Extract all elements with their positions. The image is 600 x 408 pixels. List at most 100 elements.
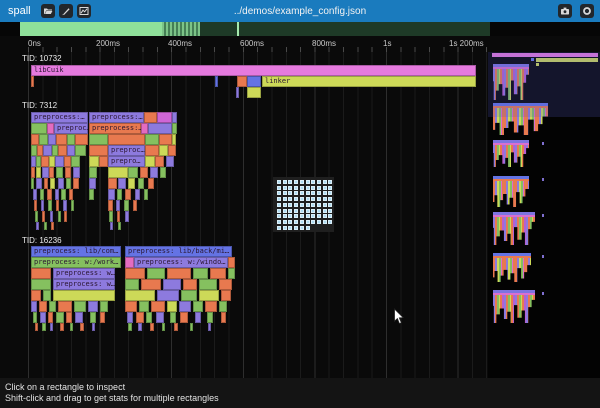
flame-rect[interactable] [219, 301, 227, 312]
flame-rect[interactable]: preprocess:… [89, 112, 144, 123]
minimap-strip-segment[interactable] [200, 22, 490, 36]
flame-rect[interactable] [64, 156, 71, 167]
flame-rect[interactable] [41, 200, 44, 211]
flame-rect[interactable] [64, 211, 67, 222]
flame-rect[interactable] [39, 301, 47, 312]
flame-rect[interactable] [31, 123, 47, 134]
flame-rect[interactable] [108, 167, 128, 178]
flame-rect[interactable] [144, 189, 148, 200]
flame-rect[interactable] [237, 76, 247, 87]
flame-rect[interactable] [172, 123, 177, 134]
flame-rect[interactable] [40, 312, 46, 323]
flame-rect[interactable] [44, 178, 48, 189]
flame-rect[interactable] [99, 156, 108, 167]
flame-rect[interactable] [56, 200, 59, 211]
flame-rect[interactable] [160, 167, 166, 178]
flame-rect[interactable] [140, 167, 148, 178]
flame-rect[interactable] [151, 301, 165, 312]
flame-rect[interactable] [36, 156, 41, 167]
flame-rect[interactable] [50, 211, 53, 222]
flame-rect[interactable] [116, 200, 120, 211]
flame-rect[interactable] [47, 189, 52, 200]
flame-rect[interactable] [50, 178, 55, 189]
minimap-bar[interactable] [492, 53, 598, 57]
minimap-strip-segment[interactable] [162, 22, 200, 36]
flame-rect[interactable] [31, 301, 37, 312]
flame-rect[interactable]: libCuik [31, 65, 476, 76]
stats-view-button[interactable] [76, 4, 91, 18]
flame-rect[interactable] [58, 178, 64, 189]
flame-rect[interactable]: preprocess:… [89, 123, 141, 134]
flame-rect[interactable] [181, 290, 197, 301]
flame-rect[interactable] [71, 200, 74, 211]
flame-rect[interactable] [167, 268, 191, 279]
flame-rect[interactable] [145, 156, 155, 167]
flame-rect[interactable] [49, 156, 55, 167]
flame-rect[interactable] [138, 323, 142, 331]
flame-rect[interactable] [100, 301, 108, 312]
flame-rect[interactable] [145, 134, 159, 145]
flame-rect[interactable] [139, 301, 149, 312]
flame-rect[interactable] [88, 301, 98, 312]
flame-rect[interactable] [128, 323, 132, 331]
flame-rect[interactable] [73, 178, 79, 189]
flame-rect[interactable] [47, 123, 54, 134]
flame-rect[interactable] [41, 156, 49, 167]
flame-rect[interactable] [42, 167, 49, 178]
flame-rect[interactable] [108, 200, 113, 211]
flame-rect[interactable] [162, 323, 165, 331]
flame-rect[interactable] [127, 312, 133, 323]
flame-rect[interactable] [90, 312, 96, 323]
measure-tool-button[interactable] [58, 4, 73, 18]
flame-rect[interactable] [228, 257, 235, 268]
minimap-strip-segment[interactable] [20, 22, 162, 36]
flame-rect[interactable] [172, 112, 177, 123]
flame-rect[interactable] [89, 156, 99, 167]
flame-rect[interactable] [180, 312, 188, 323]
flame-rect[interactable] [228, 268, 235, 279]
flame-rect[interactable] [65, 167, 71, 178]
flame-rect[interactable] [168, 145, 176, 156]
flame-rect[interactable] [89, 167, 97, 178]
flame-rect[interactable] [190, 323, 193, 331]
settings-button[interactable] [580, 4, 594, 18]
flame-rect[interactable] [43, 145, 52, 156]
flame-rect[interactable] [56, 312, 64, 323]
flame-rect[interactable] [219, 279, 232, 290]
flame-rect[interactable] [221, 290, 231, 301]
flame-rect[interactable] [73, 167, 80, 178]
flame-rect[interactable] [36, 222, 39, 230]
flame-rect[interactable] [33, 312, 37, 323]
flame-rect[interactable] [31, 290, 41, 301]
flame-rect[interactable] [163, 279, 181, 290]
flame-rect[interactable] [236, 87, 239, 98]
flame-rect[interactable] [150, 323, 154, 331]
flame-rect[interactable]: preprocess: w:/windo… [134, 257, 228, 268]
flame-rect[interactable]: preprocess: w… [53, 268, 115, 279]
flame-rect[interactable]: preprocess: lib/com… [31, 246, 121, 257]
flame-rect[interactable] [128, 167, 138, 178]
flame-rect[interactable] [193, 301, 203, 312]
flame-rect[interactable] [179, 301, 191, 312]
flame-rect[interactable] [39, 134, 48, 145]
flame-rect[interactable] [125, 301, 137, 312]
flame-rect[interactable] [42, 323, 46, 331]
flame-rect[interactable] [89, 145, 108, 156]
flame-rect[interactable] [135, 189, 140, 200]
flame-rect[interactable] [48, 134, 56, 145]
minimap-thread-thumbnail[interactable] [493, 176, 529, 207]
flame-rect[interactable] [117, 211, 120, 222]
minimap-bar[interactable] [531, 58, 534, 61]
flame-rect[interactable] [199, 279, 217, 290]
minimap-thread-thumbnail[interactable] [493, 140, 529, 167]
flame-rect[interactable] [205, 301, 217, 312]
minimap-thread-thumbnail[interactable] [493, 290, 535, 323]
flame-rect[interactable] [35, 323, 38, 331]
flame-rect[interactable] [199, 290, 219, 301]
flame-rect[interactable] [156, 312, 164, 323]
flame-rect[interactable]: preprocess: w:/work… [31, 257, 121, 268]
flame-rect[interactable] [118, 222, 121, 230]
flame-rect[interactable] [148, 178, 154, 189]
flame-rect[interactable] [125, 257, 134, 268]
flame-rect[interactable] [69, 189, 73, 200]
